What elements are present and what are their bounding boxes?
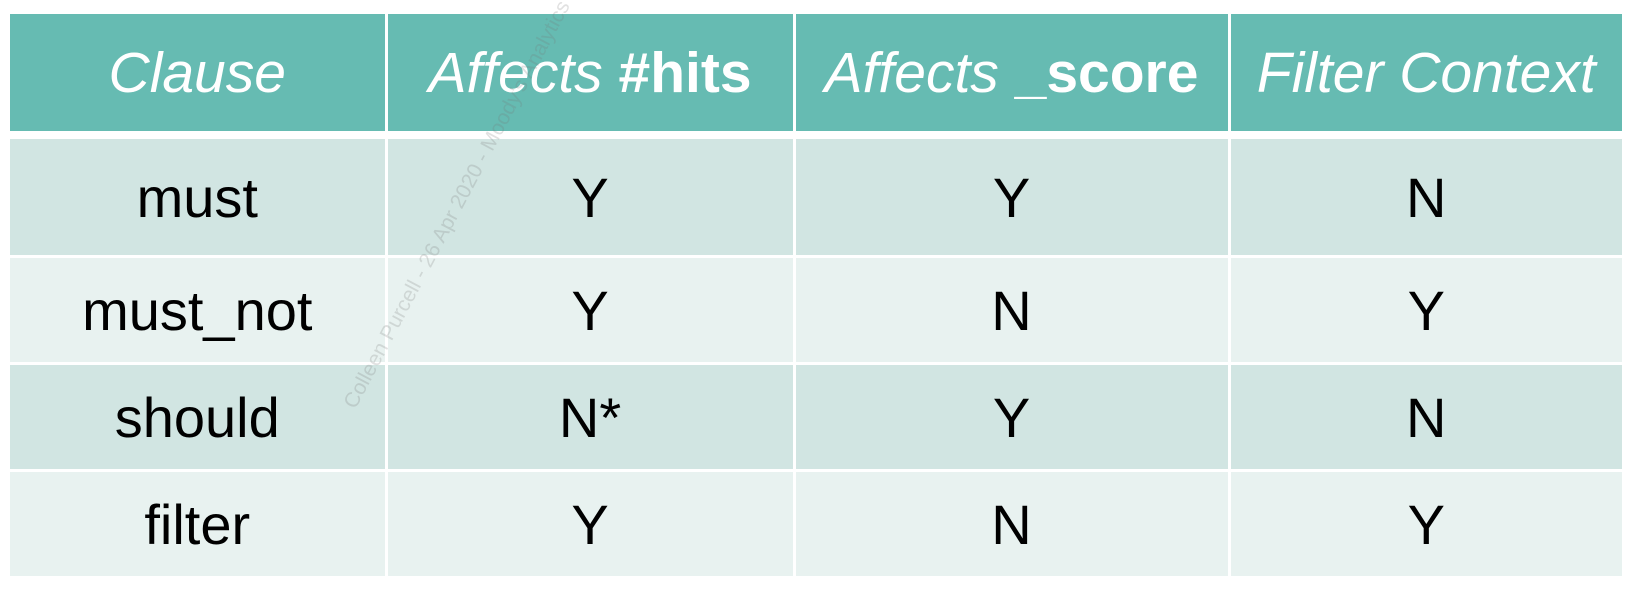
table-cell-affects-hits: Y	[384, 133, 794, 257]
table-row: must Y Y N	[10, 133, 1622, 257]
table-cell-filter-context: Y	[1227, 255, 1622, 364]
table-cell-affects-score: Y	[792, 362, 1229, 471]
table-cell-clause: should	[10, 362, 386, 471]
table-cell-clause: must	[10, 133, 386, 257]
table-cell-affects-score: N	[792, 255, 1229, 364]
header-filter-context: Filter Context	[1227, 14, 1622, 139]
table-cell-filter-context: N	[1227, 133, 1622, 257]
table-cell-affects-hits: Y	[384, 469, 794, 576]
table-row: should N* Y N	[10, 362, 1622, 471]
table-cell-affects-score: Y	[792, 133, 1229, 257]
table-cell-filter-context: N	[1227, 362, 1622, 471]
header-affects-score: Affects _score	[792, 14, 1229, 139]
table-cell-clause: must_not	[10, 255, 386, 364]
clause-comparison-table: Clause Affects #hits Affects _score Filt…	[10, 14, 1622, 576]
header-affects-hits-bold: #hits	[618, 40, 752, 105]
table-row: filter Y N Y	[10, 469, 1622, 576]
header-filter-context-label: Filter Context	[1256, 40, 1596, 105]
table-cell-affects-hits: Y	[384, 255, 794, 364]
table-header-row: Clause Affects #hits Affects _score Filt…	[10, 14, 1622, 139]
header-affects-score-bold: _score	[1014, 40, 1199, 105]
header-affects-hits-label: Affects	[428, 40, 619, 105]
header-clause-label: Clause	[108, 40, 286, 105]
table-cell-filter-context: Y	[1227, 469, 1622, 576]
table-cell-affects-score: N	[792, 469, 1229, 576]
table-cell-clause: filter	[10, 469, 386, 576]
header-affects-hits: Affects #hits	[384, 14, 794, 139]
header-clause: Clause	[10, 14, 386, 139]
table-row: must_not Y N Y	[10, 255, 1622, 364]
header-affects-score-label: Affects	[824, 40, 1015, 105]
table-cell-affects-hits: N*	[384, 362, 794, 471]
